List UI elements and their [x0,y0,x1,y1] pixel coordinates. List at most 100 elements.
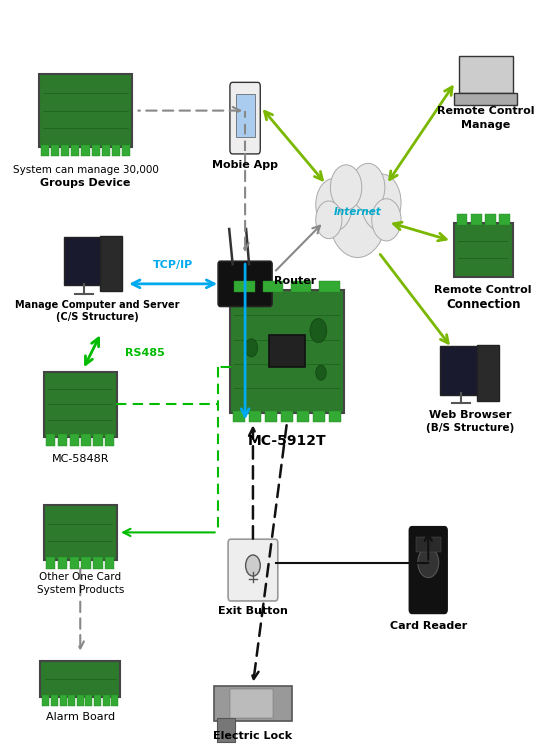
Text: Remote Control: Remote Control [434,284,532,295]
FancyBboxPatch shape [459,56,513,93]
Text: Manage: Manage [461,119,510,129]
FancyBboxPatch shape [94,557,102,569]
FancyBboxPatch shape [44,505,117,559]
Circle shape [245,339,257,357]
FancyBboxPatch shape [234,280,255,292]
FancyBboxPatch shape [70,557,79,569]
Text: System can manage 30,000: System can manage 30,000 [13,165,158,175]
FancyBboxPatch shape [105,557,114,569]
FancyBboxPatch shape [102,695,109,706]
Circle shape [316,178,353,231]
Text: TCP/IP: TCP/IP [153,260,193,271]
FancyBboxPatch shape [416,538,441,553]
FancyBboxPatch shape [94,695,101,706]
FancyBboxPatch shape [41,662,120,697]
FancyBboxPatch shape [81,144,90,156]
FancyBboxPatch shape [46,557,56,569]
FancyBboxPatch shape [313,411,325,423]
FancyBboxPatch shape [249,411,261,423]
Text: RS485: RS485 [125,349,165,358]
FancyBboxPatch shape [51,695,58,706]
FancyBboxPatch shape [230,82,260,154]
FancyBboxPatch shape [105,435,114,446]
FancyBboxPatch shape [81,435,91,446]
Text: Alarm Board: Alarm Board [46,712,115,723]
FancyBboxPatch shape [63,237,105,285]
Text: Card Reader: Card Reader [389,621,467,631]
Text: Other One Card: Other One Card [39,572,122,581]
Text: MC-5848R: MC-5848R [52,454,109,464]
Text: Mobie App: Mobie App [212,160,278,170]
FancyBboxPatch shape [499,214,510,225]
FancyBboxPatch shape [51,144,59,156]
Circle shape [351,163,385,212]
FancyBboxPatch shape [218,262,272,306]
FancyBboxPatch shape [297,411,309,423]
FancyBboxPatch shape [456,214,468,225]
Text: Exit Button: Exit Button [218,606,288,616]
Circle shape [316,365,326,380]
FancyBboxPatch shape [70,435,79,446]
FancyBboxPatch shape [228,539,278,601]
FancyBboxPatch shape [329,411,342,423]
FancyBboxPatch shape [100,236,122,291]
Circle shape [316,201,342,239]
Circle shape [310,318,327,342]
FancyBboxPatch shape [441,346,482,395]
FancyBboxPatch shape [485,214,496,225]
Text: Web Browser: Web Browser [429,410,512,420]
FancyBboxPatch shape [85,695,92,706]
Text: (B/S Structure): (B/S Structure) [426,423,514,433]
Circle shape [372,199,401,241]
Text: Internet: Internet [334,207,382,217]
Text: Remote Control: Remote Control [437,106,535,116]
Text: Electric Lock: Electric Lock [213,730,293,741]
FancyBboxPatch shape [214,686,292,720]
FancyBboxPatch shape [122,144,130,156]
FancyBboxPatch shape [92,144,100,156]
FancyBboxPatch shape [42,695,50,706]
FancyBboxPatch shape [319,280,339,292]
FancyBboxPatch shape [81,557,91,569]
FancyBboxPatch shape [39,74,133,147]
FancyBboxPatch shape [290,280,311,292]
FancyBboxPatch shape [59,695,67,706]
FancyBboxPatch shape [41,144,49,156]
FancyBboxPatch shape [233,411,245,423]
FancyBboxPatch shape [269,335,305,367]
FancyBboxPatch shape [477,345,499,401]
FancyBboxPatch shape [76,695,84,706]
Text: Connection: Connection [446,298,520,311]
FancyBboxPatch shape [46,435,56,446]
Circle shape [361,174,401,231]
FancyBboxPatch shape [230,290,344,414]
FancyBboxPatch shape [236,94,255,138]
FancyBboxPatch shape [111,695,118,706]
Text: (C/S Structure): (C/S Structure) [56,312,139,323]
FancyBboxPatch shape [265,411,277,423]
Text: System Products: System Products [36,585,124,595]
FancyBboxPatch shape [72,144,79,156]
FancyBboxPatch shape [102,144,110,156]
FancyBboxPatch shape [68,695,75,706]
FancyBboxPatch shape [217,718,235,742]
FancyBboxPatch shape [44,372,117,437]
FancyBboxPatch shape [454,223,513,277]
Circle shape [331,165,362,210]
Text: Router: Router [274,276,316,286]
FancyBboxPatch shape [58,557,67,569]
FancyBboxPatch shape [94,435,102,446]
FancyBboxPatch shape [61,144,69,156]
Circle shape [246,555,260,576]
Text: MC-5912T: MC-5912T [248,435,326,448]
Text: Manage Computer and Server: Manage Computer and Server [15,300,179,311]
Text: Groups Device: Groups Device [40,178,131,188]
FancyBboxPatch shape [262,280,283,292]
FancyBboxPatch shape [471,214,482,225]
Circle shape [329,175,387,258]
FancyBboxPatch shape [409,527,447,613]
FancyBboxPatch shape [58,435,67,446]
Circle shape [418,547,439,578]
FancyBboxPatch shape [454,93,517,104]
FancyBboxPatch shape [230,689,273,717]
